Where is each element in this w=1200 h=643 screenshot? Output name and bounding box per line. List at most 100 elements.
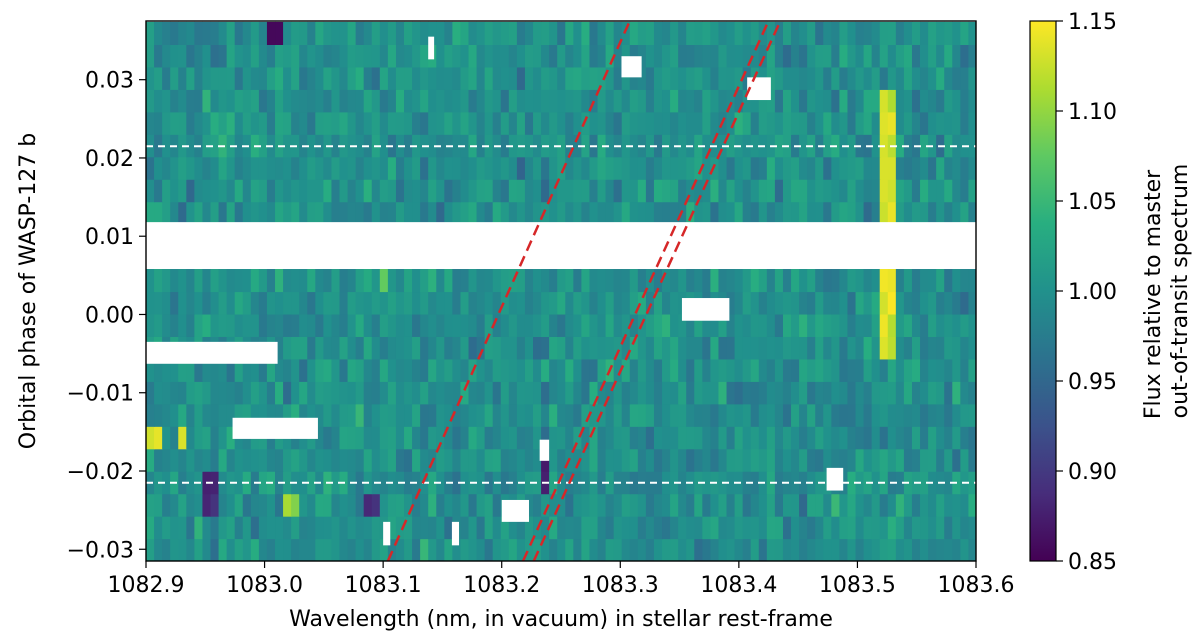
y-tick-label: −0.02	[67, 460, 134, 485]
heatmap-cell	[557, 358, 566, 382]
heatmap-cell	[452, 44, 462, 68]
colorbar-tick-label: 1.00	[1068, 280, 1117, 305]
heatmap-cell	[839, 516, 849, 540]
heatmap-cell	[178, 111, 187, 135]
heatmap-cell	[823, 291, 832, 315]
heatmap-cell	[952, 111, 961, 135]
heatmap-cell	[879, 336, 889, 360]
heatmap-cell	[799, 516, 808, 540]
heatmap-cell	[291, 89, 300, 113]
heatmap-cell	[557, 156, 566, 180]
heatmap-cell	[444, 336, 453, 360]
heatmap-cell	[895, 291, 905, 315]
heatmap-cell	[662, 336, 671, 360]
heatmap-cell	[807, 89, 816, 113]
heatmap-cell	[508, 179, 518, 203]
heatmap-cell	[234, 403, 244, 427]
heatmap-cell	[718, 201, 728, 225]
heatmap-cell	[323, 538, 333, 561]
heatmap-cell	[613, 403, 623, 427]
heatmap-cell	[242, 201, 252, 225]
colorbar-tick-label: 1.10	[1068, 100, 1117, 125]
heatmap-cell	[629, 156, 639, 180]
heatmap-cell	[549, 358, 558, 382]
heatmap-cell	[710, 111, 720, 135]
heatmap-cell	[500, 471, 510, 495]
heatmap-cell	[863, 179, 873, 203]
heatmap-cell	[275, 21, 284, 45]
heatmap-cell	[573, 111, 582, 135]
heatmap-cell	[315, 403, 324, 427]
heatmap-cell	[541, 269, 550, 293]
heatmap-cell	[653, 313, 663, 337]
heatmap-cell	[557, 448, 566, 472]
heatmap-cell	[210, 313, 220, 337]
heatmap-cell	[637, 179, 647, 203]
heatmap-cell	[750, 313, 760, 337]
heatmap-cell	[710, 448, 720, 472]
heatmap-cell	[653, 403, 663, 427]
heatmap-cell	[936, 201, 945, 225]
heatmap-cell	[412, 493, 421, 517]
heatmap-cell	[420, 111, 429, 135]
heatmap-cell	[774, 538, 784, 561]
heatmap-cell	[299, 21, 308, 45]
heatmap-cell	[823, 538, 832, 561]
heatmap-cell	[581, 493, 591, 517]
heatmap-cell	[379, 111, 389, 135]
heatmap-cell	[347, 89, 357, 113]
heatmap-cell	[395, 269, 405, 293]
heatmap-cell	[702, 426, 711, 450]
heatmap-cell	[871, 493, 881, 517]
heatmap-cell	[766, 179, 776, 203]
heatmap-cell	[404, 111, 413, 135]
heatmap-cell	[250, 516, 260, 540]
heatmap-cell	[952, 516, 961, 540]
heatmap-cell	[823, 89, 832, 113]
heatmap-cell	[702, 516, 711, 540]
heatmap-cell	[226, 313, 236, 337]
heatmap-cell	[879, 358, 889, 382]
heatmap-cell	[920, 66, 929, 90]
heatmap-cell	[807, 269, 816, 293]
heatmap-cell	[500, 358, 510, 382]
heatmap-cell	[774, 179, 784, 203]
heatmap-cell	[484, 516, 494, 540]
heatmap-cell	[226, 516, 236, 540]
heatmap-cell	[637, 156, 647, 180]
heatmap-cell	[678, 66, 687, 90]
heatmap-cell	[710, 269, 720, 293]
heatmap-cell	[879, 89, 889, 113]
heatmap-cell	[275, 448, 284, 472]
heatmap-cell	[258, 471, 268, 495]
heatmap-cell	[355, 156, 365, 180]
heatmap-cell	[895, 313, 905, 337]
heatmap-cell	[299, 538, 308, 561]
heatmap-cell	[758, 358, 768, 382]
heatmap-cell	[468, 66, 478, 90]
heatmap-cell	[250, 44, 260, 68]
heatmap-cell	[395, 44, 405, 68]
heatmap-cell	[533, 291, 542, 315]
heatmap-cell	[621, 381, 631, 405]
heatmap-cell	[404, 336, 413, 360]
heatmap-cell	[533, 471, 542, 495]
heatmap-cell	[258, 358, 268, 382]
heatmap-cell	[283, 89, 292, 113]
heatmap-cell	[234, 313, 244, 337]
heatmap-cell	[782, 269, 792, 293]
heatmap-cell	[750, 516, 760, 540]
heatmap-cell	[928, 493, 937, 517]
heatmap-cell	[960, 156, 970, 180]
heatmap-cell	[613, 516, 623, 540]
heatmap-cell	[420, 21, 429, 45]
heatmap-cell	[557, 21, 566, 45]
heatmap-cell	[395, 358, 405, 382]
heatmap-cell	[242, 179, 252, 203]
heatmap-cell	[968, 516, 976, 540]
heatmap-cell	[524, 336, 534, 360]
heatmap-cell	[283, 269, 292, 293]
heatmap-cell	[323, 381, 333, 405]
heatmap-cell	[291, 66, 300, 90]
heatmap-cell	[476, 471, 486, 495]
